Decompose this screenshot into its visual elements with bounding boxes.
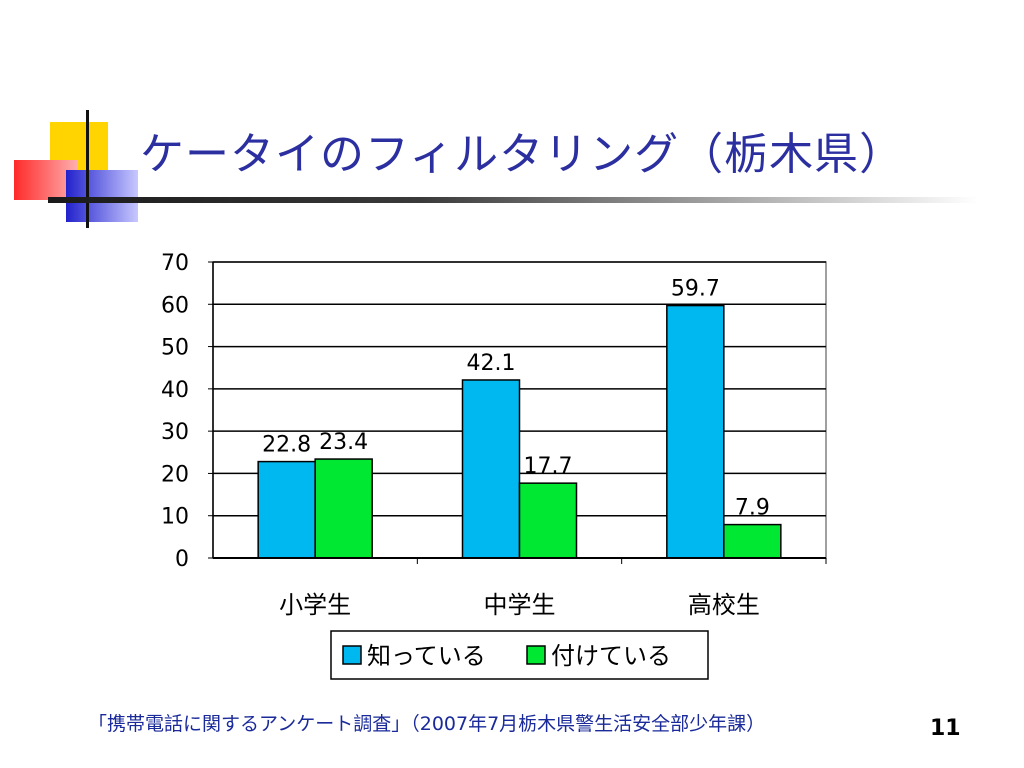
y-tick-label: 10 [161, 505, 189, 530]
y-tick-label: 60 [161, 293, 189, 318]
slide-title: ケータイのフィルタリング（栃木県） [140, 129, 905, 180]
y-tick-label: 0 [175, 547, 189, 572]
data-label: 17.7 [524, 454, 573, 479]
bar-chart: 22.8 23.4 42.1 17.7 59.7 7.9 0 10 20 30 40 50 60 70 小… [161, 251, 827, 680]
legend-swatch [526, 645, 546, 665]
legend-label: 知っている [367, 642, 486, 670]
bar [314, 458, 373, 559]
data-label: 7.9 [735, 496, 770, 521]
data-label: 59.7 [671, 277, 720, 302]
title-underline [48, 197, 978, 203]
x-tick-label: 小学生 [279, 591, 351, 619]
y-tick-label: 70 [161, 251, 189, 276]
y-tick-label: 50 [161, 336, 189, 361]
x-tick-label: 中学生 [484, 591, 556, 619]
legend-box [330, 630, 709, 680]
data-label: 42.1 [467, 351, 516, 376]
y-tick-label: 30 [161, 420, 189, 445]
bar [461, 379, 521, 559]
deco-vertical-line [86, 110, 89, 228]
bar [723, 523, 782, 559]
legend-swatch [342, 645, 362, 665]
bar [666, 304, 725, 559]
x-tick-label: 高校生 [688, 591, 760, 619]
data-label: 22.8 [262, 433, 311, 458]
data-label: 23.4 [319, 430, 368, 455]
source-note: 「携帯電話に関するアンケート調査」（2007年7月栃木県警生活安全部少年課） [88, 713, 766, 735]
y-tick-label: 20 [161, 462, 189, 487]
bar [257, 460, 316, 559]
deco-blue-square [66, 170, 138, 222]
bar [518, 482, 578, 559]
page-number: 11 [930, 716, 961, 741]
y-tick-label: 40 [161, 378, 189, 403]
legend-label: 付けている [551, 642, 671, 670]
